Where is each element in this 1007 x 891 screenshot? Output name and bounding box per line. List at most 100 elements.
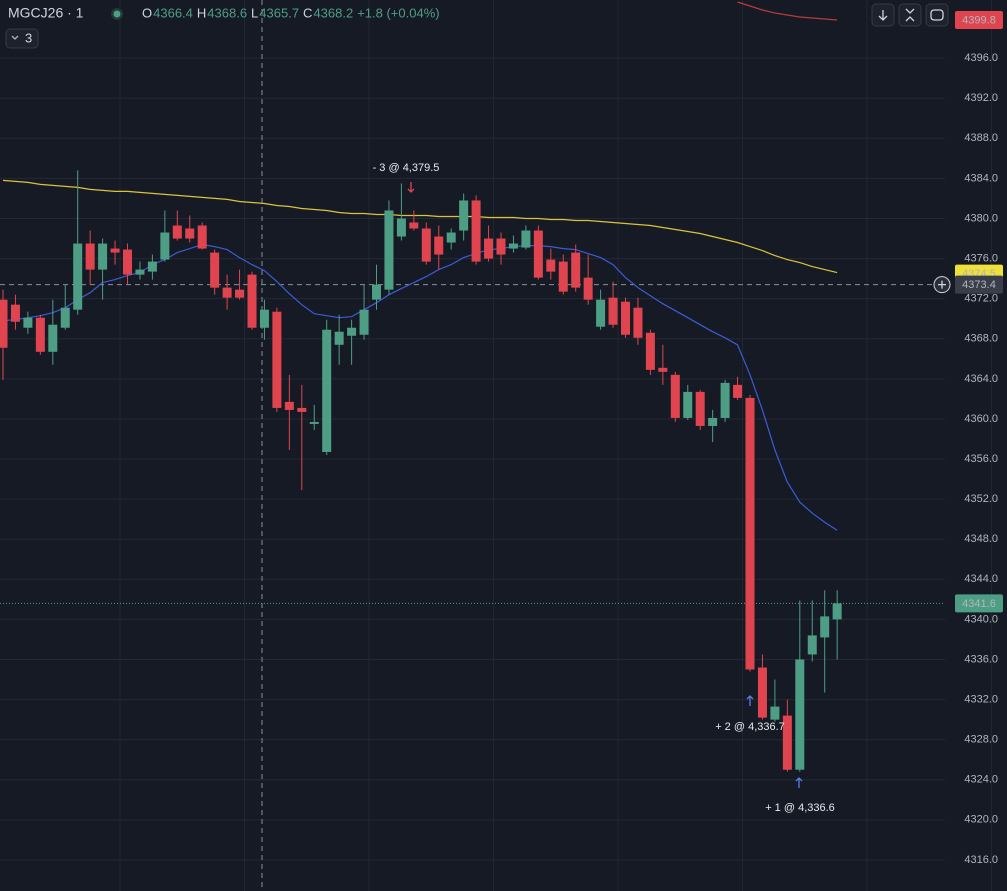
y-tick-label: 4320.0: [964, 814, 998, 826]
y-tick-label: 4352.0: [964, 493, 998, 505]
candle-body: [247, 274, 257, 328]
candle-body: [757, 667, 767, 718]
y-tick-label: 4356.0: [964, 453, 998, 465]
candle-body: [446, 232, 456, 243]
button-collapse[interactable]: [898, 3, 922, 27]
header: MGCJ26 · 1 3 O 4366.4 H 4368.6 L 4365.7 C 4368.…: [5, 5, 440, 49]
candle-body: [745, 397, 755, 670]
candle-body: [396, 218, 406, 237]
status-dot: [113, 10, 121, 18]
candle-body: [832, 603, 842, 620]
trade-label: - 3 @ 4,379.5: [373, 162, 440, 174]
y-tick-label: 4392.0: [964, 92, 998, 104]
candle-body: [820, 616, 830, 638]
y-tick-label: 4372.0: [964, 293, 998, 305]
candle-body: [583, 277, 593, 300]
y-tick-label: 4332.0: [964, 693, 998, 705]
y-tick-label: 4380.0: [964, 212, 998, 224]
candle-body: [621, 301, 630, 335]
candle-body: [48, 324, 58, 352]
candle-body: [147, 261, 157, 272]
candle-body: [733, 384, 743, 398]
y-tick-label: 4344.0: [964, 573, 998, 585]
candle-body: [571, 252, 581, 288]
ohlc-label: H: [197, 5, 206, 20]
candle-body: [608, 297, 618, 325]
candle-body: [98, 243, 108, 270]
candle-body: [110, 248, 120, 253]
candle-body: [35, 317, 45, 352]
candle-body: [708, 417, 718, 426]
y-tick-label: 4324.0: [964, 774, 998, 786]
ohlc-label: L: [251, 5, 258, 20]
candle-body: [596, 299, 606, 327]
candle-body: [23, 317, 33, 328]
moving-average-line: [2, 179, 838, 274]
candle-body: [421, 228, 431, 262]
candle-body: [309, 421, 319, 424]
candle-body: [633, 307, 643, 338]
arrow-down-icon: [878, 10, 888, 21]
y-tick-label: 4340.0: [964, 613, 998, 625]
maximize-icon: [930, 9, 944, 21]
ohlc-label: C: [303, 5, 312, 20]
candle-body: [85, 243, 95, 270]
price-axis: 4316.0 4320.0 4324.0 4328.0 4332.0 4336.0 4340…: [933, 11, 1003, 866]
plot: - 3 @ 4,379.5 + 2 @ 4,336.7 + 1 @ 4,336.6: [0, 1, 842, 814]
candle-body: [372, 284, 381, 300]
candle-body: [60, 307, 70, 328]
candle-body: [695, 391, 705, 426]
candle-body: [297, 407, 307, 412]
change-value: +1.8 (+0.04%): [357, 5, 439, 20]
chevron-icon: [11, 35, 19, 40]
candle-body: [259, 309, 269, 328]
collapse-icon: [905, 8, 915, 22]
y-tick-label: 4364.0: [964, 373, 998, 385]
candle-body: [645, 332, 655, 370]
candle-body: [409, 222, 419, 229]
candle-body: [210, 252, 220, 288]
candle-body: [533, 230, 543, 278]
candle-body: [135, 269, 145, 275]
candle-body: [521, 230, 531, 248]
candle-body: [334, 331, 344, 345]
y-tick-label: 4388.0: [964, 132, 998, 144]
y-tick-label: 4336.0: [964, 653, 998, 665]
ohlc-value: 4366.4: [153, 5, 193, 20]
trade-arrow: [746, 695, 754, 706]
candle-body: [73, 243, 83, 310]
candle-body: [359, 309, 369, 335]
ohlc-value: 4365.7: [259, 5, 299, 20]
candle-body: [546, 259, 556, 272]
y-tick-label: 4348.0: [964, 533, 998, 545]
candle-body: [284, 401, 294, 410]
candle-body: [484, 238, 494, 259]
y-tick-label: 4396.0: [964, 52, 998, 64]
candle-body: [471, 200, 481, 262]
trade-label: + 2 @ 4,336.7: [715, 721, 785, 733]
price-label-box: [955, 11, 1003, 30]
candle-body: [160, 232, 170, 260]
button-maximize[interactable]: [925, 3, 949, 27]
candle-body: [770, 706, 780, 720]
candle-body: [807, 635, 817, 655]
moving-average-line: [737, 1, 838, 21]
y-tick-label: 4360.0: [964, 413, 998, 425]
candle-body: [384, 210, 394, 290]
candle-body: [795, 659, 805, 770]
price-label-text: 4399.8: [962, 14, 996, 26]
trade-arrow: [795, 777, 803, 788]
ohlc-value: 4368.2: [313, 5, 353, 20]
candle-body: [508, 243, 518, 249]
y-tick-label: 4316.0: [964, 854, 998, 866]
candle-body: [683, 391, 693, 418]
toolbar: [871, 3, 949, 27]
indicator-toggle[interactable]: [5, 28, 39, 49]
candle-body: [558, 261, 568, 292]
price-label-box: [955, 275, 1003, 294]
candle-body: [10, 304, 20, 322]
y-tick-label: 4384.0: [964, 172, 998, 184]
